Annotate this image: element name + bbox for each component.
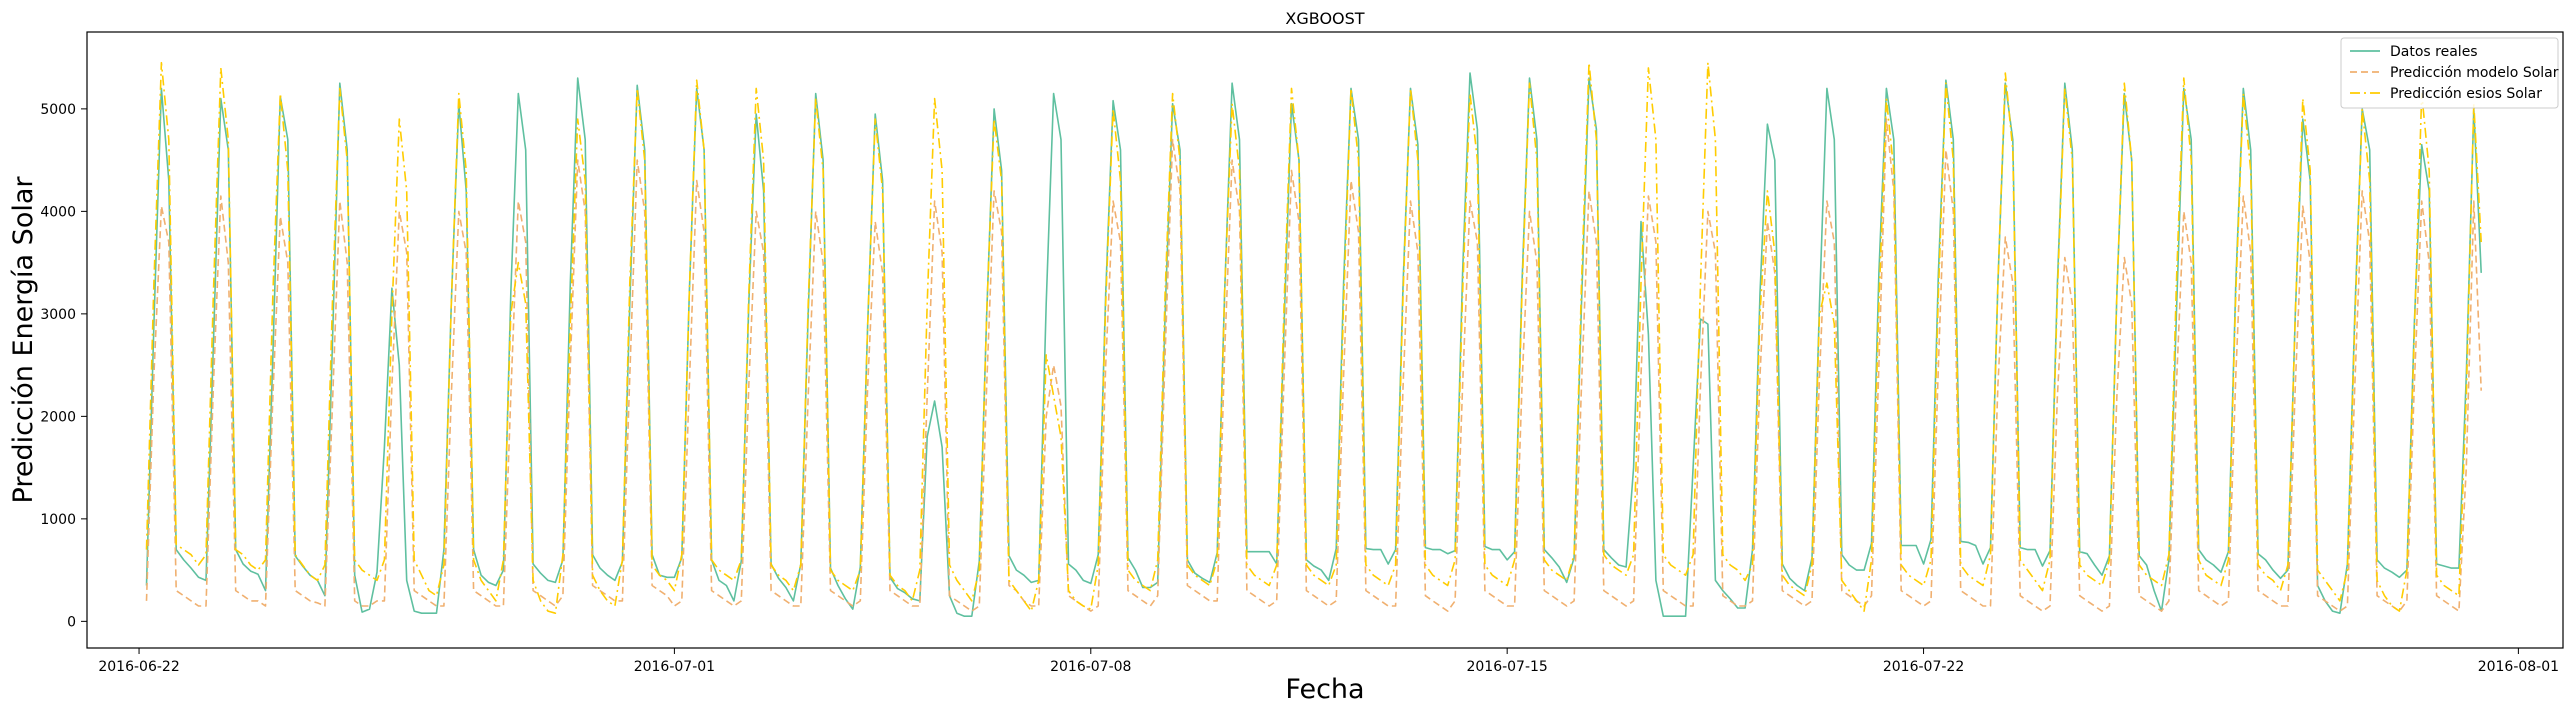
y-tick-label: 5000 — [40, 102, 76, 118]
legend-box — [2340, 37, 2559, 109]
y-tick-label: 4000 — [40, 204, 76, 220]
plot-frame — [86, 31, 2564, 649]
x-tick-label: 2016-07-01 — [634, 659, 715, 675]
y-axis: 0 1000 2000 3000 4000 5000 — [40, 102, 87, 630]
x-tick-label: 2016-07-08 — [1050, 659, 1131, 675]
y-tick-label: 2000 — [40, 409, 76, 425]
x-tick-label: 2016-07-22 — [1883, 659, 1964, 675]
series-line-3 — [145, 61, 2482, 615]
y-tick-label: 1000 — [40, 512, 76, 528]
y-axis-title: Predicción Energía Solar — [8, 176, 39, 504]
x-axis-title: Fecha — [1285, 674, 1364, 705]
legend-label: Predicción modelo Solar — [2390, 65, 2559, 81]
y-tick-label: 3000 — [40, 307, 76, 323]
y-tick-label: 0 — [67, 614, 76, 630]
series-line-1 — [145, 72, 2482, 618]
plot-lines — [145, 61, 2482, 618]
x-axis: 2016-06-22 2016-07-01 2016-07-08 2016-07-15… — [98, 648, 2559, 675]
chart-title: XGBOOST — [1285, 9, 1364, 28]
legend-label: Datos reales — [2390, 44, 2478, 60]
legend-label: Predicción esios Solar — [2390, 86, 2542, 102]
series-line-2 — [145, 118, 2482, 612]
x-tick-label: 2016-06-22 — [98, 659, 179, 675]
x-tick-label: 2016-08-01 — [2478, 659, 2559, 675]
x-tick-label: 2016-07-15 — [1466, 659, 1547, 675]
legend: Datos reales Predicción modelo Solar Predi… — [2340, 37, 2559, 109]
